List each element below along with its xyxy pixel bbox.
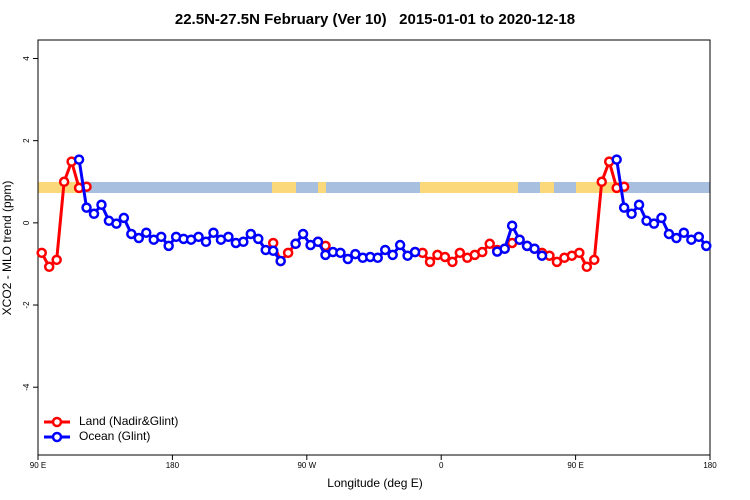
data-point [342, 253, 354, 265]
data-point [701, 240, 712, 252]
data-point [223, 231, 234, 243]
data-point [424, 256, 436, 268]
data-point [529, 243, 540, 254]
data-point [596, 176, 607, 188]
data-point [335, 247, 346, 259]
data-point [633, 199, 645, 211]
land-patch [576, 182, 622, 193]
data-point [551, 256, 563, 268]
data-point [693, 231, 705, 243]
land-patch [38, 182, 86, 193]
data-point [163, 240, 174, 252]
land-patch [272, 182, 296, 193]
data-point [484, 238, 495, 250]
data-point [238, 236, 249, 247]
y-tick-label: 0 [22, 220, 31, 225]
x-axis-label: Longitude (deg E) [327, 476, 422, 490]
data-point [611, 154, 622, 165]
data-point [51, 254, 62, 266]
data-point [499, 243, 510, 254]
data-point [312, 236, 324, 247]
x-tick-label: 0 [439, 461, 444, 470]
legend-label: Ocean (Glint) [79, 429, 150, 443]
data-point [671, 232, 682, 244]
data-point [267, 245, 279, 257]
land-patch [318, 182, 326, 193]
data-point [275, 255, 286, 267]
data-point [111, 218, 122, 229]
data-point [58, 176, 70, 188]
data-point [379, 244, 391, 256]
data-point [297, 228, 309, 240]
data-point [618, 202, 630, 213]
data-point [372, 252, 383, 264]
data-point [648, 218, 660, 229]
x-tick-label: 90 E [30, 461, 46, 470]
data-point [514, 234, 525, 245]
data-point [536, 250, 548, 261]
data-point [589, 254, 600, 266]
data-point [282, 247, 294, 259]
data-point [96, 199, 107, 211]
data-point [200, 236, 212, 247]
data-point [81, 202, 92, 213]
data-point [43, 261, 55, 273]
x-tick-label: 180 [166, 461, 180, 470]
data-point [36, 247, 47, 259]
data-point [656, 212, 667, 224]
y-tick-label: -2 [22, 301, 31, 309]
land-patch [540, 182, 554, 193]
x-tick-label: 180 [703, 461, 717, 470]
data-point [290, 238, 301, 250]
land-mask-strip [38, 182, 710, 193]
y-tick-label: 4 [22, 56, 31, 61]
data-point [447, 256, 458, 268]
data-point [193, 231, 204, 243]
data-point [155, 231, 167, 243]
data-point [574, 247, 585, 259]
data-point [208, 227, 219, 238]
data-point [73, 154, 85, 165]
data-point [387, 249, 398, 261]
data-point [253, 233, 264, 245]
legend-label: Land (Nadir&Glint) [79, 414, 178, 428]
x-tick-label: 90 E [567, 461, 583, 470]
data-point [626, 208, 637, 220]
data-point [88, 208, 100, 220]
data-point [141, 227, 152, 238]
data-point [126, 228, 137, 240]
data-point [394, 239, 406, 251]
ocean-band [38, 182, 710, 193]
data-point [118, 212, 130, 224]
data-point [663, 228, 675, 240]
data-point [678, 227, 690, 238]
data-point [477, 246, 488, 258]
plot-frame [37, 39, 711, 456]
land-patch [420, 182, 518, 193]
data-point [133, 232, 145, 244]
y-tick-label: -4 [22, 383, 31, 391]
data-point [506, 220, 518, 231]
data-point [581, 261, 593, 273]
x-tick-label: 90 W [297, 461, 316, 470]
chart-title: 22.5N-27.5N February (Ver 10) 2015-01-01… [175, 11, 575, 28]
data-point [439, 251, 451, 263]
data-point [454, 247, 466, 259]
y-tick-label: 2 [22, 138, 31, 143]
legend-marker [51, 431, 63, 443]
legend-marker [51, 416, 63, 428]
y-axis-label: XCO2 - MLO trend (ppm) [0, 181, 14, 316]
data-point [245, 228, 257, 240]
data-point [409, 246, 421, 258]
